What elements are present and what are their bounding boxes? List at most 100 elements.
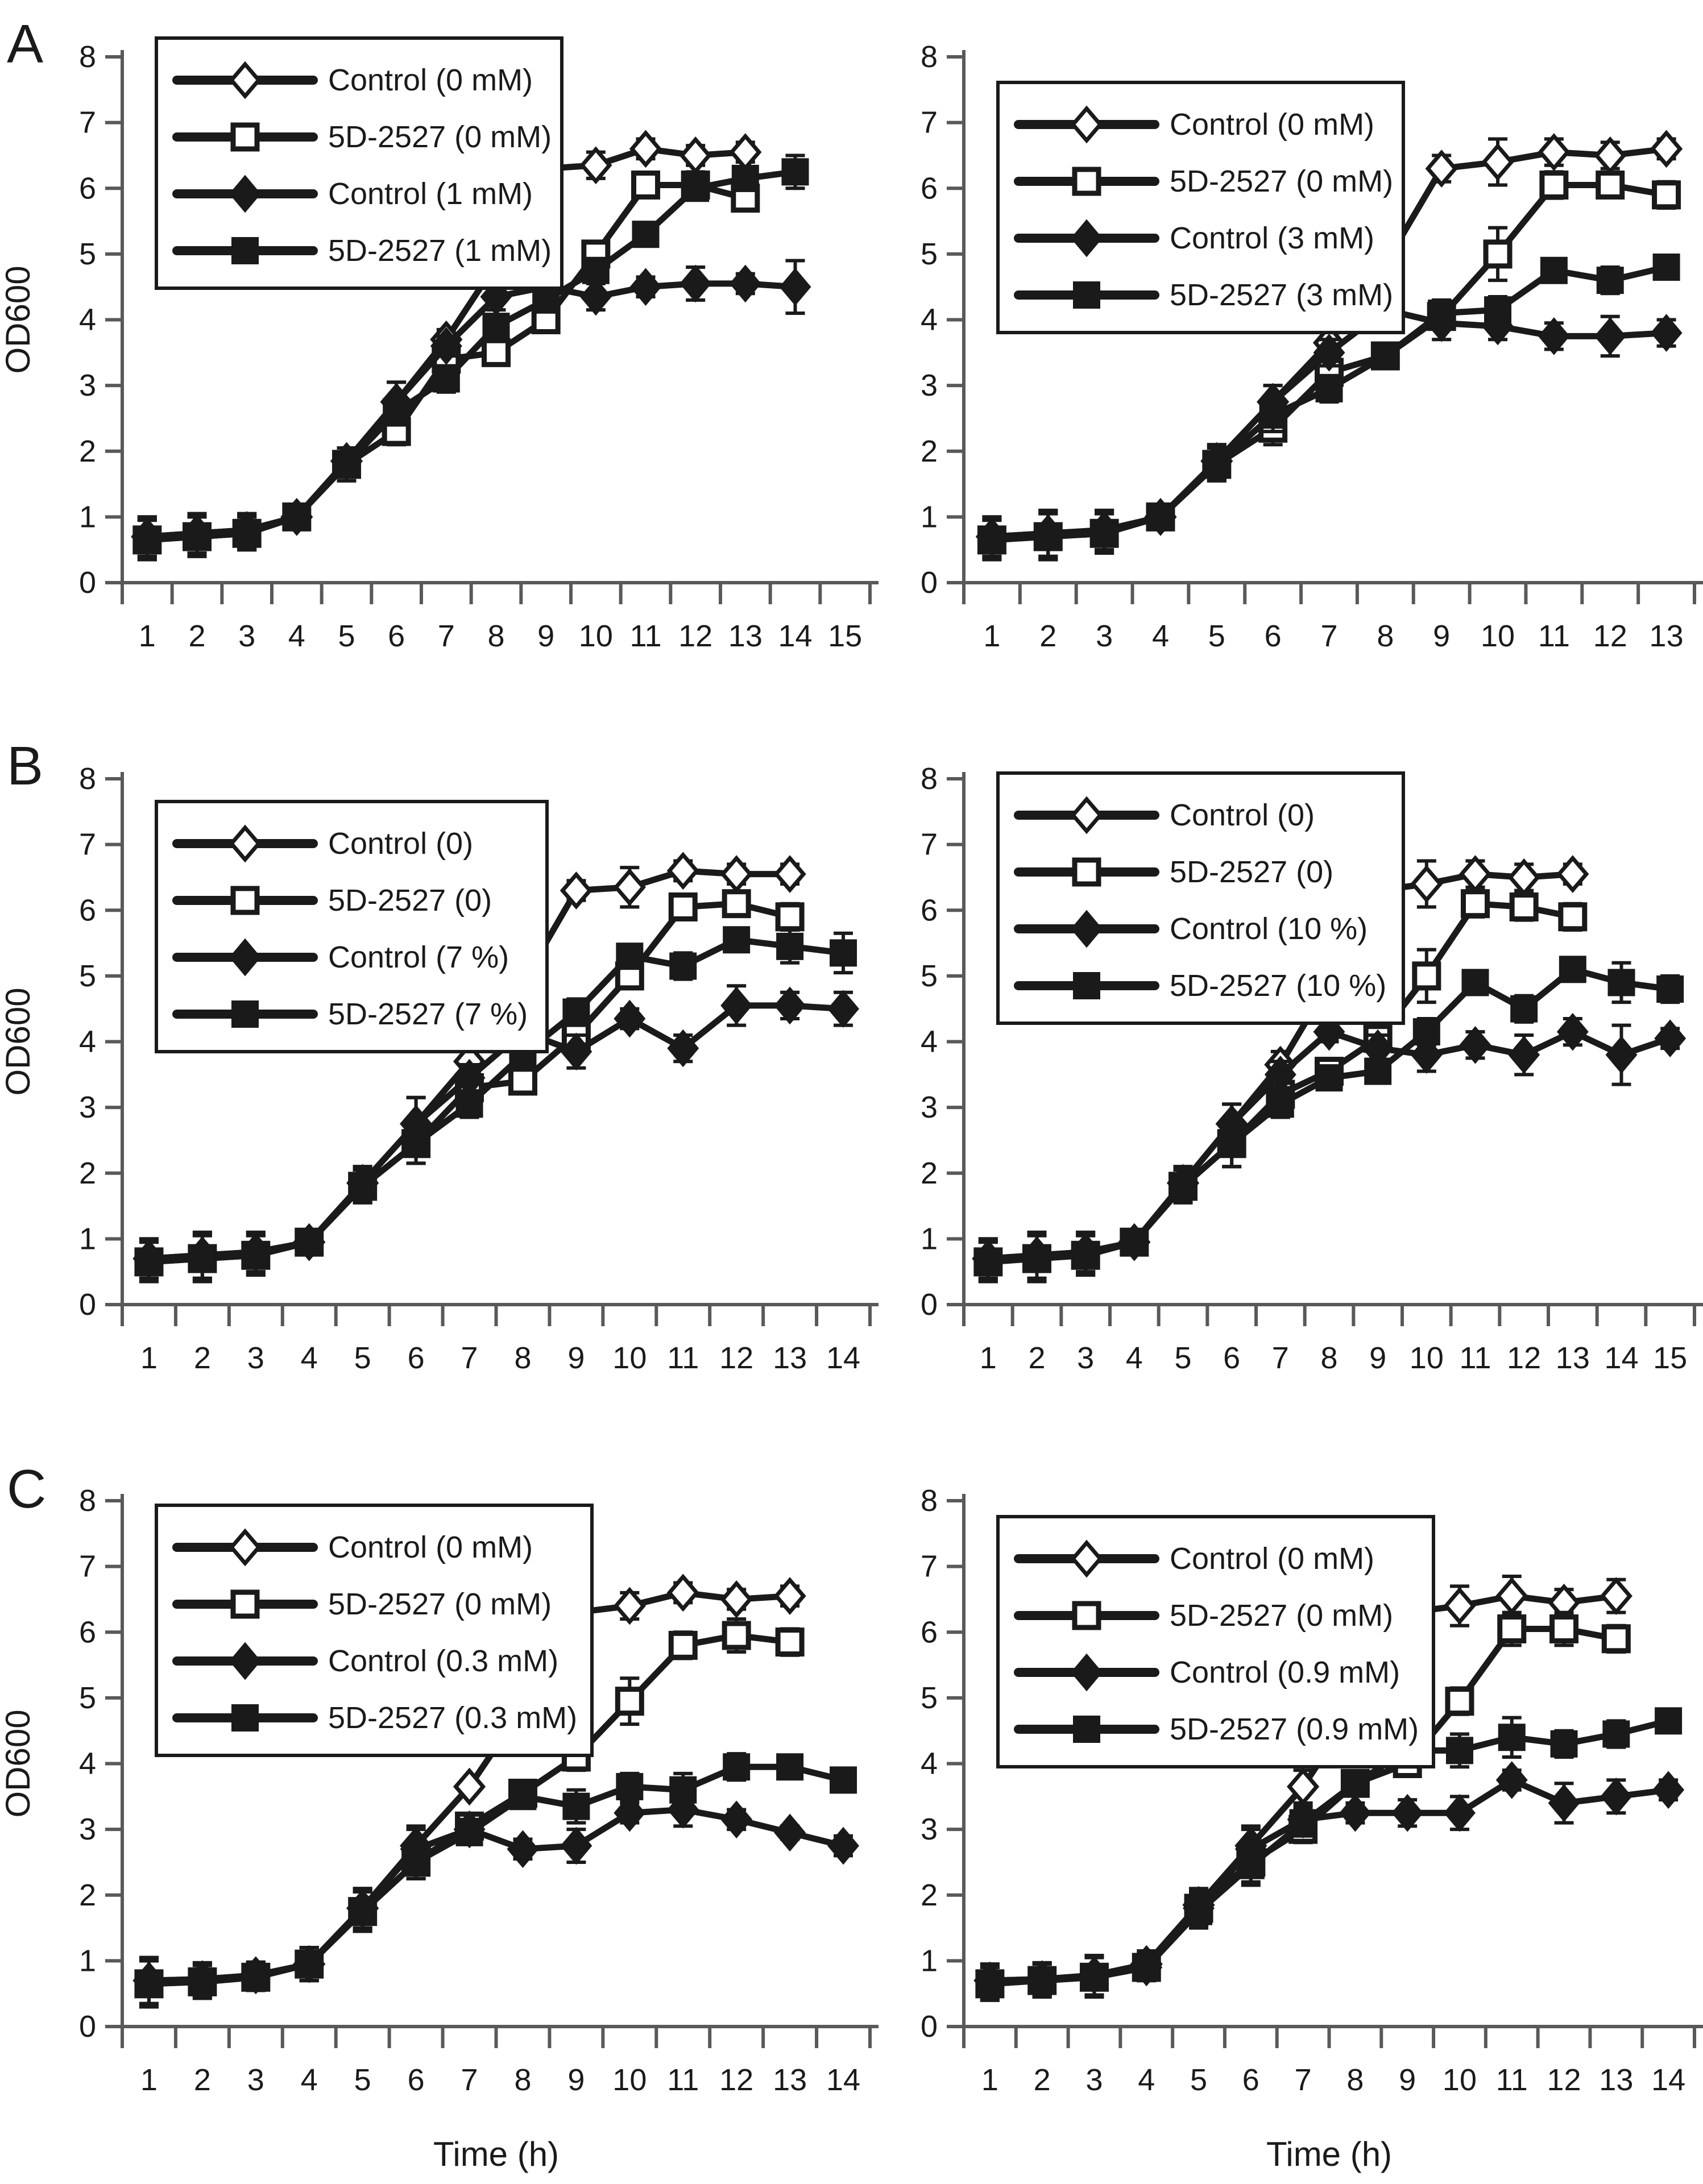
filled-square-icon (830, 939, 857, 967)
y-tick-label: 2 (79, 1878, 96, 1912)
y-tick-label: 3 (79, 368, 96, 402)
filled-square-icon (1072, 1242, 1100, 1269)
open-square-icon (1509, 892, 1539, 921)
filled-square-icon (1218, 1130, 1246, 1157)
x-tick-label: 4 (301, 2063, 318, 2097)
y-tick-label: 8 (921, 762, 938, 796)
x-tick-label: 14 (826, 1341, 860, 1375)
y-tick-label: 1 (79, 1222, 96, 1256)
x-tick-label: 2 (1039, 619, 1056, 653)
filled-square-icon (976, 1970, 1004, 1998)
filled-square-icon (1237, 1851, 1265, 1879)
x-tick-label: 10 (1443, 2063, 1477, 2097)
x-tick-label: 12 (719, 2063, 753, 2097)
filled-square-icon (1028, 1967, 1056, 1995)
y-tick-label: 5 (921, 959, 938, 993)
filled-diamond-icon (614, 999, 646, 1038)
y-tick-label: 8 (921, 1484, 938, 1518)
y-tick-label: 6 (79, 893, 96, 927)
filled-square-icon (632, 221, 660, 248)
filled-square-icon (669, 1776, 697, 1804)
filled-diamond-icon (560, 1032, 592, 1071)
x-tick-label: 13 (1650, 619, 1684, 653)
y-tick-label: 8 (79, 1484, 96, 1518)
filled-diamond-icon (1071, 219, 1103, 258)
open-square-icon (722, 1621, 751, 1650)
y-tick-label: 6 (921, 1615, 938, 1649)
legend-label: 5D-2527 (0.9 mM) (1170, 1712, 1419, 1746)
y-tick-label: 5 (921, 1681, 938, 1715)
y-tick-label: 2 (921, 434, 938, 468)
x-tick-label: 9 (537, 619, 554, 653)
open-square-icon (615, 1687, 644, 1716)
y-tick-label: 7 (921, 1550, 938, 1584)
filled-square-icon (1073, 1716, 1100, 1743)
filled-diamond-icon (1313, 333, 1345, 372)
x-tick-label: 1 (983, 619, 1000, 653)
legend-label: 5D-2527 (0) (1170, 855, 1333, 889)
filled-square-icon (1498, 1724, 1526, 1751)
open-diamond-icon (229, 1528, 262, 1567)
y-tick-label: 0 (79, 566, 96, 600)
filled-diamond-icon (229, 938, 261, 977)
legend-label: Control (0) (1170, 798, 1315, 832)
open-diamond-icon (1070, 105, 1103, 144)
filled-diamond-icon (1650, 314, 1683, 352)
x-tick-label: 1 (980, 1341, 997, 1375)
legend: Control (0) 5D-2527 (0) Control (10 %) 5D-2… (996, 771, 1405, 1025)
filled-square-icon (1034, 523, 1062, 551)
markers (135, 1753, 857, 1998)
filled-diamond-icon (1339, 1793, 1371, 1832)
filled-diamond-icon (1391, 1793, 1424, 1832)
y-tick-label: 8 (79, 40, 96, 74)
series-5d-2527-0-9-mm (976, 1707, 1683, 2002)
x-tick-label: 9 (567, 2063, 585, 2097)
x-tick-label: 8 (1377, 619, 1394, 653)
panel-label-a: A (7, 14, 44, 74)
legend-label: Control (3 mM) (1170, 221, 1374, 255)
open-diamond-icon (1443, 1587, 1476, 1625)
chart-a-left: 0 1 2 3 4 5 6 7 8 1 2 3 4 5 6 7 8 9 10 11 12 13 14 15 OD600 Contr… (0, 14, 884, 674)
filled-square-icon (402, 1848, 430, 1876)
filled-square-icon (1289, 1809, 1317, 1837)
x-tick-label: 3 (247, 1341, 264, 1375)
legend-label: 5D-2527 (3 mM) (1170, 278, 1393, 312)
filled-square-icon (242, 1963, 270, 1991)
filled-square-icon (532, 286, 560, 314)
filled-square-icon (1655, 1707, 1683, 1735)
open-square-icon (668, 1630, 698, 1660)
x-tick-label: 10 (612, 1341, 647, 1375)
open-diamond-icon (1495, 1577, 1528, 1616)
legend-label: Control (0) (328, 827, 473, 861)
x-tick-label: 13 (773, 1341, 807, 1375)
x-tick-label: 8 (1320, 1341, 1337, 1375)
filled-square-icon (1146, 503, 1174, 531)
filled-diamond-icon (1594, 317, 1626, 355)
open-diamond-icon (613, 1587, 646, 1625)
filled-square-icon (482, 313, 510, 341)
filled-square-icon (295, 1228, 323, 1256)
x-tick-label: 11 (1459, 1341, 1491, 1375)
filled-square-icon (974, 1248, 1002, 1276)
x-tick-label: 1 (139, 619, 156, 653)
legend-label: 5D-2527 (0 mM) (1170, 164, 1393, 198)
legend-label: 5D-2527 (0 mM) (328, 1587, 552, 1621)
x-tick-label: 7 (1295, 2063, 1312, 2097)
x-tick-label: 9 (567, 1341, 585, 1375)
filled-square-icon (1023, 1245, 1051, 1273)
y-tick-label: 0 (79, 1288, 96, 1322)
x-tick-label: 1 (981, 2063, 998, 2097)
y-tick-label: 5 (921, 237, 938, 271)
x-tick-label: 4 (301, 1341, 318, 1375)
filled-square-icon (295, 1950, 323, 1978)
x-tick-label: 5 (354, 1341, 371, 1375)
open-square-icon (230, 122, 260, 152)
open-square-icon (1497, 1614, 1527, 1643)
